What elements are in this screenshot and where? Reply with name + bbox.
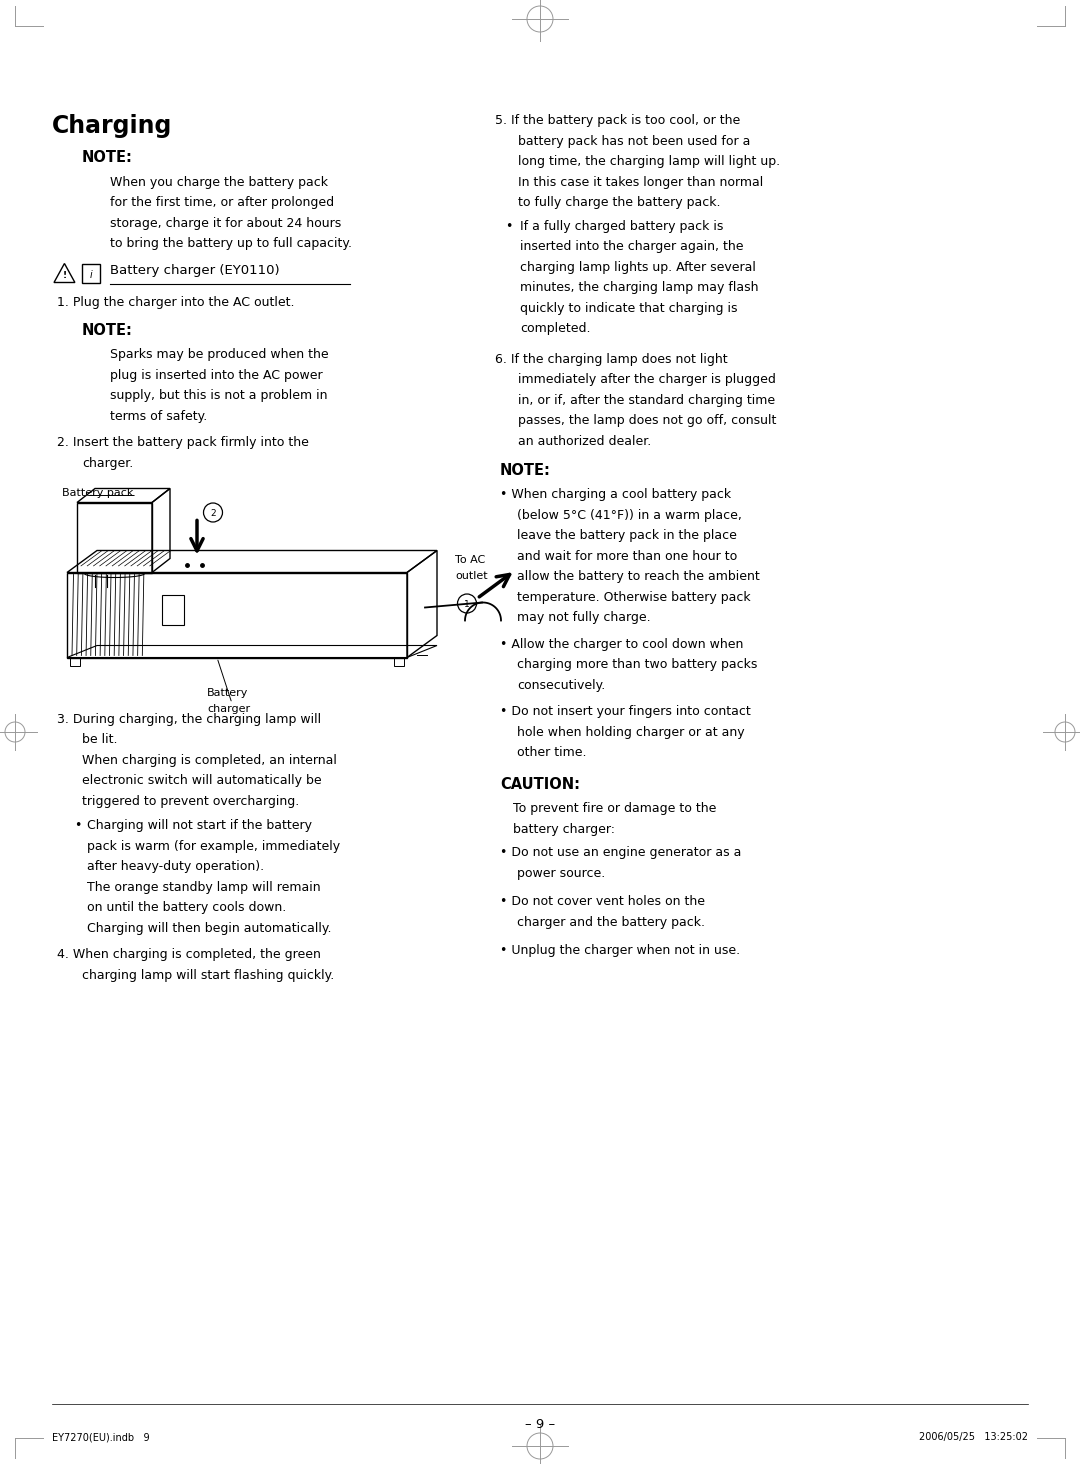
Text: leave the battery pack in the place: leave the battery pack in the place (517, 529, 737, 542)
Text: for the first time, or after prolonged: for the first time, or after prolonged (110, 196, 334, 209)
Text: Battery charger (EY0110): Battery charger (EY0110) (110, 264, 280, 277)
Text: immediately after the charger is plugged: immediately after the charger is plugged (518, 373, 775, 386)
Text: charging lamp will start flashing quickly.: charging lamp will start flashing quickl… (82, 969, 334, 981)
Text: In this case it takes longer than normal: In this case it takes longer than normal (518, 176, 764, 189)
Text: 2: 2 (211, 508, 216, 517)
Text: Charging will not start if the battery: Charging will not start if the battery (87, 818, 312, 832)
Text: !: ! (63, 271, 67, 280)
Text: consecutively.: consecutively. (517, 678, 605, 691)
Text: supply, but this is not a problem in: supply, but this is not a problem in (110, 389, 327, 403)
Text: an authorized dealer.: an authorized dealer. (518, 435, 651, 448)
Text: passes, the lamp does not go off, consult: passes, the lamp does not go off, consul… (518, 414, 777, 427)
Text: electronic switch will automatically be: electronic switch will automatically be (82, 774, 322, 788)
Text: The orange standby lamp will remain: The orange standby lamp will remain (87, 880, 321, 893)
Text: to bring the battery up to full capacity.: to bring the battery up to full capacity… (110, 237, 352, 250)
Text: charger and the battery pack.: charger and the battery pack. (517, 915, 705, 928)
Text: 2006/05/25   13:25:02: 2006/05/25 13:25:02 (919, 1432, 1028, 1442)
Text: NOTE:: NOTE: (500, 463, 551, 477)
Text: If a fully charged battery pack is: If a fully charged battery pack is (519, 220, 724, 233)
Text: 1. Plug the charger into the AC outlet.: 1. Plug the charger into the AC outlet. (57, 296, 295, 309)
Text: 1: 1 (464, 599, 470, 609)
Text: • Allow the charger to cool down when: • Allow the charger to cool down when (500, 637, 743, 650)
Text: in, or if, after the standard charging time: in, or if, after the standard charging t… (518, 394, 775, 407)
Text: may not fully charge.: may not fully charge. (517, 610, 650, 624)
Text: power source.: power source. (517, 867, 605, 880)
Text: battery charger:: battery charger: (513, 823, 615, 836)
Text: When you charge the battery pack: When you charge the battery pack (110, 176, 328, 189)
Text: • Do not use an engine generator as a: • Do not use an engine generator as a (500, 846, 741, 859)
Text: – 9 –: – 9 – (525, 1419, 555, 1430)
Text: charger.: charger. (82, 457, 133, 470)
Text: •: • (75, 818, 81, 832)
Text: Sparks may be produced when the: Sparks may be produced when the (110, 348, 328, 362)
Text: other time.: other time. (517, 747, 586, 758)
Text: charging more than two battery packs: charging more than two battery packs (517, 657, 757, 671)
Text: 6. If the charging lamp does not light: 6. If the charging lamp does not light (495, 353, 728, 366)
Text: (below 5°C (41°F)) in a warm place,: (below 5°C (41°F)) in a warm place, (517, 508, 742, 521)
Text: EY7270(EU).indb   9: EY7270(EU).indb 9 (52, 1432, 150, 1442)
Text: temperature. Otherwise battery pack: temperature. Otherwise battery pack (517, 590, 751, 603)
Text: CAUTION:: CAUTION: (500, 776, 580, 792)
Text: Charging: Charging (52, 114, 173, 138)
Text: Charging will then begin automatically.: Charging will then begin automatically. (87, 921, 332, 934)
Text: 3. During charging, the charging lamp will: 3. During charging, the charging lamp wi… (57, 713, 321, 726)
Text: NOTE:: NOTE: (82, 322, 133, 338)
Text: Battery: Battery (207, 688, 248, 697)
Text: triggered to prevent overcharging.: triggered to prevent overcharging. (82, 795, 299, 808)
Text: i: i (90, 271, 92, 280)
Text: pack is warm (for example, immediately: pack is warm (for example, immediately (87, 839, 340, 852)
Text: To prevent fire or damage to the: To prevent fire or damage to the (513, 802, 716, 815)
Text: • Do not insert your fingers into contact: • Do not insert your fingers into contac… (500, 706, 751, 717)
Text: battery pack has not been used for a: battery pack has not been used for a (518, 135, 751, 148)
Text: Battery pack: Battery pack (62, 488, 133, 498)
Text: plug is inserted into the AC power: plug is inserted into the AC power (110, 369, 323, 382)
Text: after heavy-duty operation).: after heavy-duty operation). (87, 859, 265, 873)
Text: quickly to indicate that charging is: quickly to indicate that charging is (519, 302, 738, 315)
Text: When charging is completed, an internal: When charging is completed, an internal (82, 754, 337, 767)
Text: 5. If the battery pack is too cool, or the: 5. If the battery pack is too cool, or t… (495, 114, 740, 127)
Text: and wait for more than one hour to: and wait for more than one hour to (517, 549, 738, 562)
Text: hole when holding charger or at any: hole when holding charger or at any (517, 726, 744, 738)
Text: terms of safety.: terms of safety. (110, 410, 207, 423)
Text: • Unplug the charger when not in use.: • Unplug the charger when not in use. (500, 944, 740, 957)
Text: 2. Insert the battery pack firmly into the: 2. Insert the battery pack firmly into t… (57, 436, 309, 449)
Text: long time, the charging lamp will light up.: long time, the charging lamp will light … (518, 155, 780, 168)
Text: charger: charger (207, 704, 251, 714)
Text: charging lamp lights up. After several: charging lamp lights up. After several (519, 261, 756, 274)
Text: To AC: To AC (455, 555, 485, 565)
Text: on until the battery cools down.: on until the battery cools down. (87, 900, 286, 914)
Text: •: • (505, 220, 512, 233)
Text: NOTE:: NOTE: (82, 149, 133, 165)
Text: • When charging a cool battery pack: • When charging a cool battery pack (500, 488, 731, 501)
Text: to fully charge the battery pack.: to fully charge the battery pack. (518, 196, 720, 209)
Text: 4. When charging is completed, the green: 4. When charging is completed, the green (57, 949, 321, 960)
Text: be lit.: be lit. (82, 733, 118, 747)
Text: storage, charge it for about 24 hours: storage, charge it for about 24 hours (110, 217, 341, 230)
Text: inserted into the charger again, the: inserted into the charger again, the (519, 240, 743, 253)
Text: minutes, the charging lamp may flash: minutes, the charging lamp may flash (519, 281, 758, 294)
Text: • Do not cover vent holes on the: • Do not cover vent holes on the (500, 895, 705, 908)
Text: completed.: completed. (519, 322, 591, 335)
Text: outlet: outlet (455, 571, 488, 581)
Text: allow the battery to reach the ambient: allow the battery to reach the ambient (517, 569, 759, 583)
